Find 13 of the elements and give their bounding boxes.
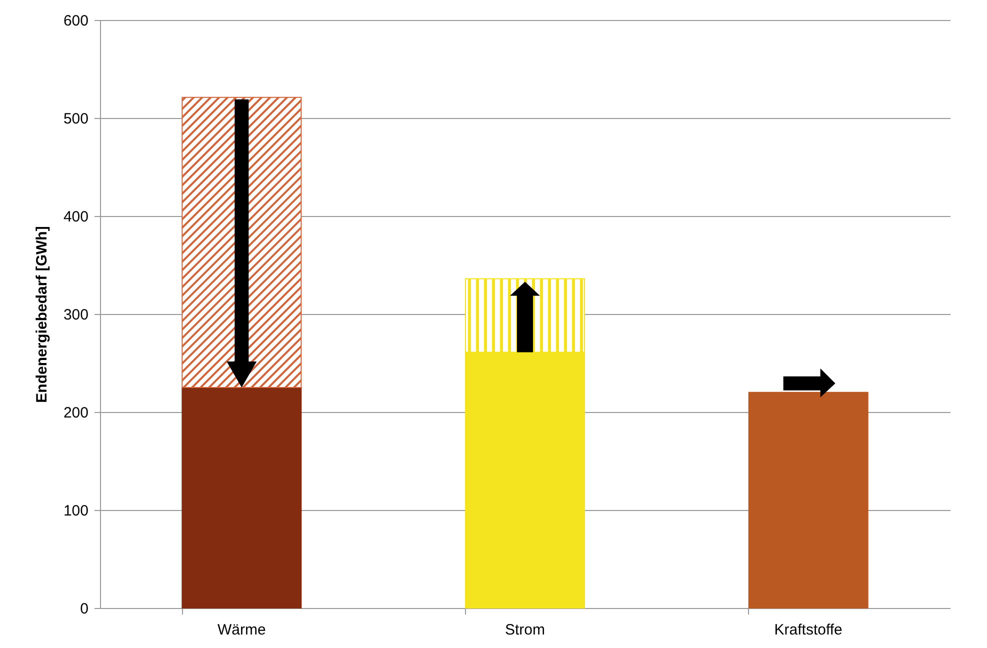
y-tick-label: 200 [63,404,88,422]
y-tick-label: 400 [63,208,88,226]
y-tick-label: 500 [63,110,88,128]
y-tick-label: 0 [80,600,88,618]
y-axis-title: Endenergiebedarf [GWh] [33,226,50,403]
x-tick-label: Kraftstoffe [774,622,842,638]
x-tick-label: Wärme [217,622,266,638]
x-tick-label: Strom [504,622,546,638]
y-tick-label: 300 [63,306,88,324]
y-tick-label: 600 [63,12,88,30]
bar [748,392,868,608]
y-tick-label: 100 [63,502,88,520]
bar [182,387,302,608]
